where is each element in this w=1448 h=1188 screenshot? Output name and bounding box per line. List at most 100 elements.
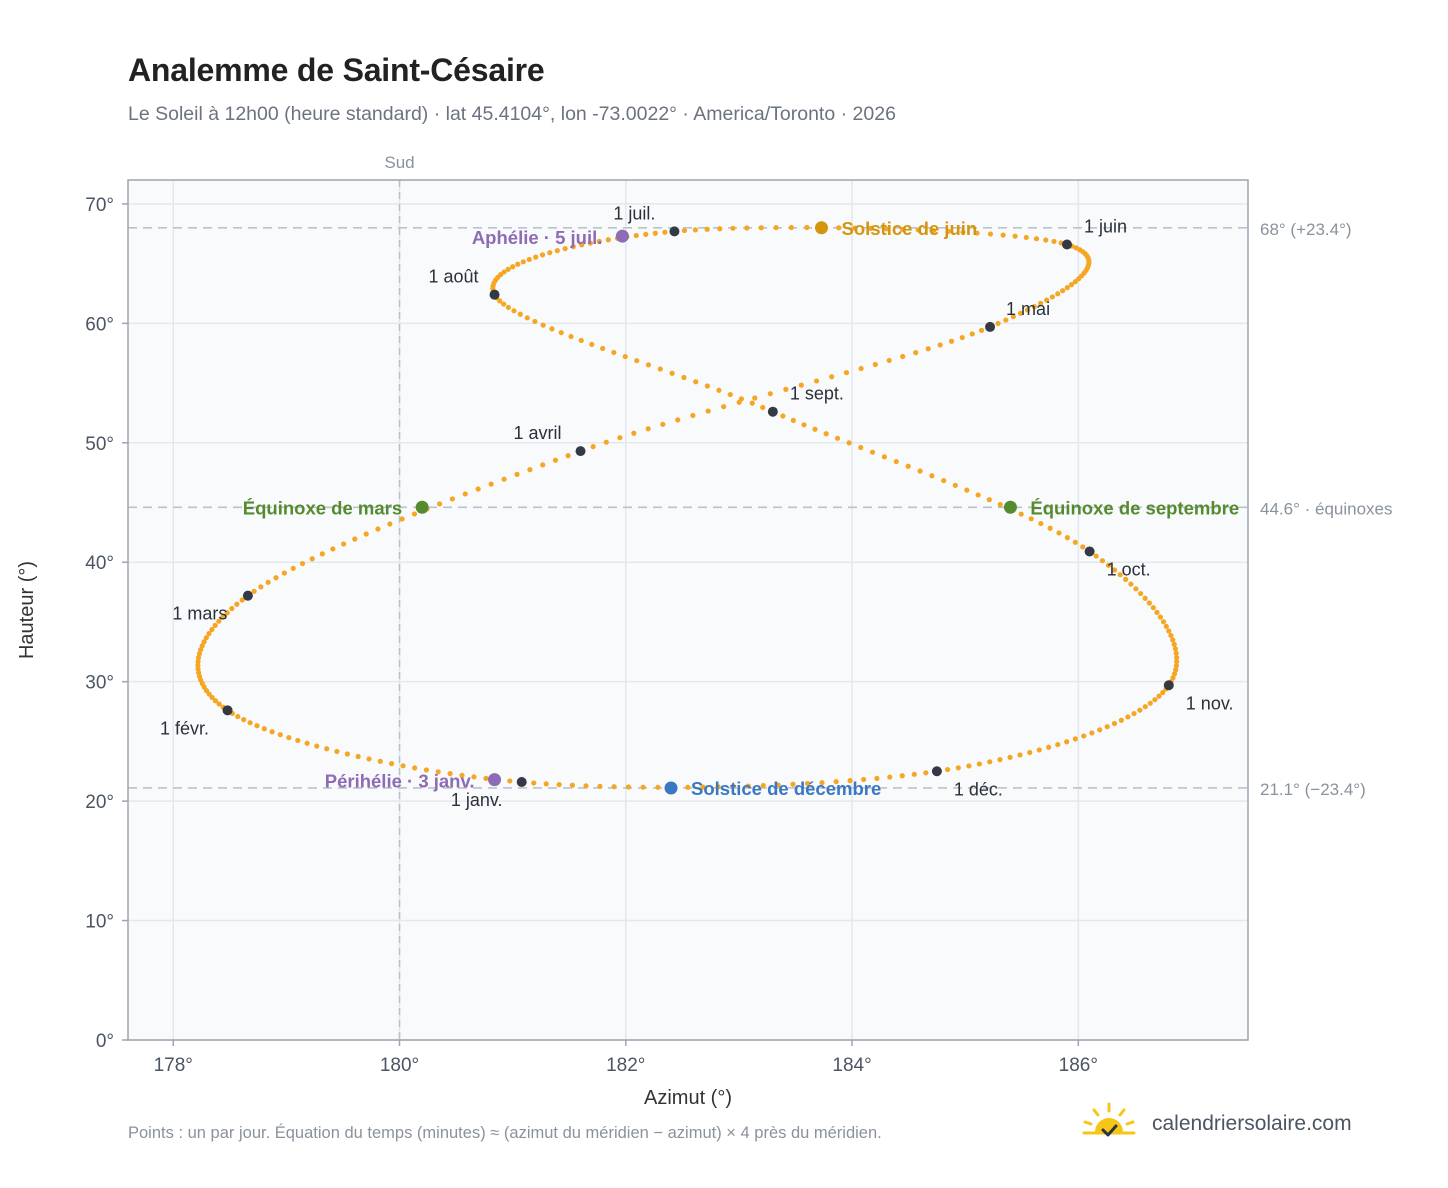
x-tick-label: 178° [154, 1055, 193, 1076]
trail-point [692, 227, 698, 233]
trail-point [387, 521, 393, 527]
x-tick-label: 182° [606, 1055, 645, 1076]
trail-point [265, 579, 271, 585]
trail-point [547, 250, 553, 256]
trail-point [286, 734, 292, 741]
trail-point [657, 366, 663, 372]
month-label: 1 janv. [451, 790, 503, 810]
trail-point [501, 301, 507, 307]
trail-point [533, 254, 539, 260]
trail-point [978, 327, 985, 333]
trail-point [1156, 693, 1162, 699]
trail-point [527, 467, 533, 473]
trail-point [475, 486, 481, 492]
trail-point [462, 491, 468, 497]
trail-point [960, 229, 966, 235]
trail-point [836, 225, 842, 231]
trail-point [596, 238, 602, 244]
trail-point [1142, 595, 1148, 601]
trail-point [780, 413, 786, 419]
trail-point [299, 560, 306, 567]
trail-point [634, 358, 640, 364]
trail-point [645, 362, 652, 368]
trail-point [886, 357, 892, 364]
trail-point [1163, 623, 1169, 629]
trail-point [1125, 714, 1131, 720]
trail-point [412, 765, 418, 771]
meridian-label: Sud [384, 153, 414, 172]
trail-point [273, 575, 279, 581]
trail-point [969, 331, 975, 337]
trail-point [669, 370, 675, 376]
y-tick-label: 30° [85, 673, 114, 694]
trail-point [568, 333, 574, 340]
trail-point [449, 496, 455, 502]
y-tick-label: 50° [85, 434, 114, 455]
trail-point [966, 763, 972, 769]
y-tick-label: 10° [85, 912, 114, 933]
trail-point [872, 361, 878, 368]
trail-point [517, 311, 523, 317]
trail-point [913, 350, 919, 356]
trail-point [319, 551, 325, 557]
trail-point [290, 565, 296, 571]
trail-point [565, 453, 571, 459]
brand-name: calendriersolaire.com [1152, 1112, 1352, 1135]
trail-point [1023, 234, 1029, 241]
trail-point [1007, 754, 1013, 760]
trail-point [798, 382, 804, 388]
trail-point [526, 256, 532, 263]
trail-point [505, 304, 512, 311]
trail-point [1047, 525, 1053, 531]
trail-point [570, 244, 576, 250]
x-tick-label: 184° [832, 1055, 871, 1076]
trail-point [1173, 663, 1179, 669]
y-tick-label: 20° [85, 792, 114, 813]
trail-point [1024, 307, 1031, 313]
trail-point [277, 732, 283, 738]
month-marker [767, 406, 778, 417]
trail-point [945, 766, 951, 773]
trail-point [1111, 567, 1118, 573]
trail-point [234, 601, 240, 607]
trail-point [681, 374, 687, 381]
trail-point [269, 729, 275, 735]
trail-point [704, 226, 710, 232]
trail-point [520, 259, 526, 265]
trail-point [704, 383, 710, 389]
trail-point [216, 701, 222, 707]
trail-point [437, 501, 443, 507]
trail-point [377, 758, 383, 764]
trail-point [930, 227, 937, 234]
trail-point [923, 770, 929, 776]
trail-point [874, 775, 880, 781]
month-marker [242, 590, 253, 601]
trail-point [1044, 297, 1050, 303]
trail-point [690, 412, 696, 419]
brand[interactable]: calendriersolaire.com [1082, 1101, 1382, 1147]
trail-point [631, 430, 637, 436]
trail-point [552, 457, 559, 463]
month-label: 1 déc. [954, 779, 1003, 799]
trail-point [1089, 730, 1095, 736]
trail-point [488, 481, 494, 487]
trail-point [987, 231, 994, 237]
reference-line-label: 44.6° · équinoxes [1260, 499, 1393, 518]
y-tick-label: 0° [96, 1031, 114, 1052]
trail-point [884, 226, 890, 232]
trail-point [804, 224, 810, 231]
trail-point [1171, 671, 1178, 677]
trail-point [579, 242, 585, 248]
trail-point [212, 698, 219, 704]
trail-point [744, 225, 750, 231]
trail-point [1105, 562, 1112, 568]
trail-point [829, 374, 835, 380]
trail-point [1152, 697, 1158, 703]
trail-point [790, 417, 796, 423]
trail-point [905, 463, 911, 469]
month-label: 1 juin [1084, 217, 1127, 237]
trail-point [790, 781, 796, 787]
trail-point [531, 780, 537, 786]
trail-point [813, 378, 820, 384]
